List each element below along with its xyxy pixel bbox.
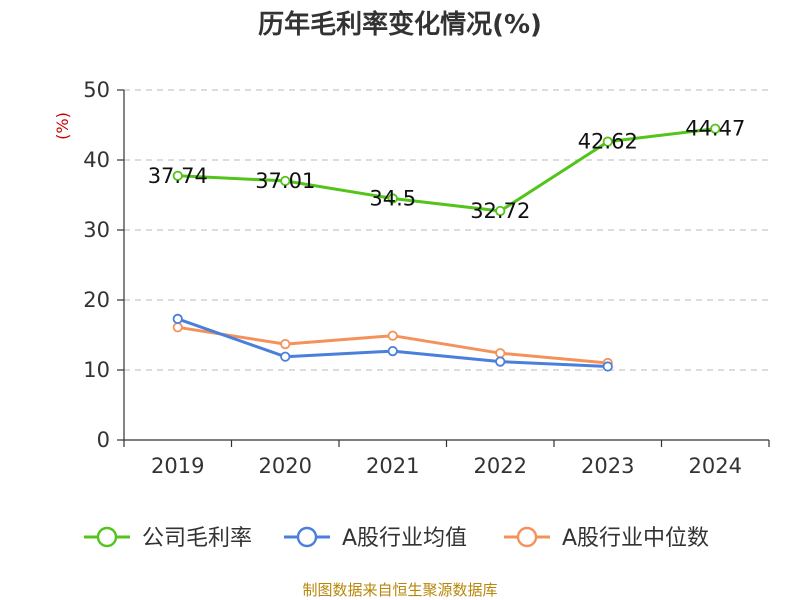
legend-item[interactable]: 公司毛利率 [84, 526, 252, 551]
data-point [602, 136, 613, 147]
data-label: 37.01 [255, 169, 315, 193]
data-point [495, 356, 506, 367]
data-point [387, 330, 398, 341]
legend-swatch-circle [516, 526, 538, 548]
data-point [495, 205, 506, 217]
series-group [172, 123, 721, 372]
legend-swatch-circle [296, 526, 318, 548]
data-label: 42.62 [578, 130, 638, 154]
data-point [387, 345, 398, 357]
y-tick-label: 10 [83, 358, 110, 382]
series-2 [172, 322, 613, 369]
data-point [280, 351, 291, 362]
x-tick-label: 2022 [474, 454, 527, 478]
legend: 公司毛利率 A股行业均值 A股行业中位数 [84, 526, 709, 551]
data-label: 37.74 [148, 164, 208, 188]
x-tick-label: 2023 [581, 454, 634, 478]
chart-title: 历年毛利率变化情况(%) [258, 9, 542, 40]
data-point [280, 338, 291, 350]
data-labels: 37.74 37.01 34.5 32.72 42.62 44.47 [148, 117, 746, 223]
data-point [602, 361, 613, 372]
legend-label: A股行业中位数 [562, 526, 709, 551]
series-line [176, 127, 717, 213]
data-point [280, 175, 291, 187]
legend-item[interactable]: A股行业均值 [284, 526, 467, 551]
y-tick-label: 0 [97, 428, 110, 452]
series-line [176, 317, 610, 368]
data-label: 44.47 [685, 117, 745, 141]
y-axis-label: (%) [53, 112, 72, 140]
axes: 0 10 20 30 40 50 2019 2020 2021 2022 2023 2024 [83, 78, 770, 478]
data-point [172, 322, 183, 333]
y-tick-label: 20 [83, 288, 110, 312]
data-point [172, 170, 183, 181]
y-tick-label: 30 [83, 218, 110, 242]
data-point [495, 348, 506, 359]
x-tick-label: 2019 [151, 454, 204, 478]
y-tick-label: 50 [83, 78, 110, 102]
x-tick-label: 2021 [366, 454, 419, 478]
series-1 [172, 313, 613, 372]
y-tick-label: 40 [83, 148, 110, 172]
data-point [387, 193, 398, 204]
grid [124, 89, 769, 371]
data-point [710, 123, 721, 134]
x-tick-label: 2024 [689, 454, 742, 478]
legend-item[interactable]: A股行业中位数 [504, 526, 709, 551]
legend-label: 公司毛利率 [142, 526, 252, 551]
data-label: 32.72 [470, 199, 530, 223]
series-0 [172, 123, 721, 217]
legend-swatch-circle [96, 526, 118, 548]
x-tick-label: 2020 [259, 454, 312, 478]
source-note: 制图数据来自恒生聚源数据库 [302, 581, 497, 599]
data-point [172, 313, 183, 324]
data-label: 34.5 [369, 187, 416, 211]
legend-label: A股行业均值 [342, 526, 467, 551]
